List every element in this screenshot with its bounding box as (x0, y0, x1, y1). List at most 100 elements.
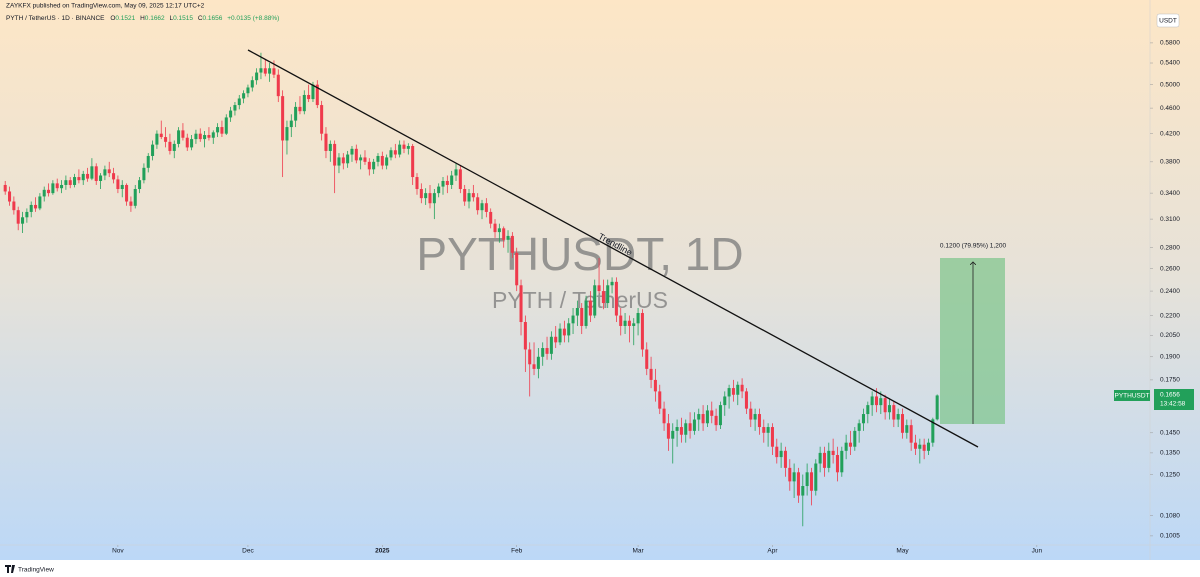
candle-body (146, 155, 150, 168)
candle-body (112, 173, 116, 180)
candle-body (614, 281, 618, 316)
y-tick-label: 0.3100 (1160, 216, 1180, 223)
candle-body (12, 201, 16, 211)
y-tick-label: 0.5800 (1160, 40, 1180, 47)
x-tick-label: Jun (1032, 548, 1043, 555)
candle-body (424, 193, 428, 199)
candle-body (324, 133, 328, 151)
candle-body (640, 313, 644, 350)
candle-body (476, 197, 480, 211)
candle-body (29, 204, 33, 212)
candle-body (77, 177, 81, 181)
candle-body (237, 98, 241, 106)
candle-body (3, 184, 7, 192)
candle-body (814, 463, 818, 491)
measure-label: 0.1200 (79.95%) 1,200 (940, 243, 1007, 250)
candle-body (705, 410, 709, 424)
candle-body (671, 430, 675, 439)
candle-body (679, 427, 683, 435)
candle-body (753, 414, 757, 420)
candle-body (493, 223, 497, 233)
candle-body (801, 486, 805, 496)
ohlc-value: 0.1515 (173, 15, 193, 22)
price-label-symbol-box (1114, 390, 1150, 401)
y-tick-label: 0.5000 (1160, 81, 1180, 88)
candle-body (255, 72, 259, 81)
candle-body (840, 450, 844, 473)
candle-body (315, 84, 319, 106)
candle-body (619, 315, 623, 326)
publisher: ZAYKFX published on TradingView.com, May… (6, 3, 205, 10)
symbol-line: PYTH / TetherUS · 1D · BINANCE (6, 15, 105, 22)
candle-body (913, 442, 918, 449)
candles (3, 52, 939, 527)
candle-body (558, 328, 562, 343)
x-tick-label: Nov (112, 548, 124, 555)
candle-body (731, 388, 735, 395)
y-tick-label: 0.3800 (1160, 159, 1180, 166)
candle-body (775, 446, 779, 458)
trendline (247, 49, 979, 448)
candle-body (116, 179, 120, 190)
candle-body (749, 408, 753, 420)
measure-box (940, 258, 1005, 424)
candle-body (34, 204, 38, 209)
candle-body (900, 414, 905, 433)
candle-body (610, 281, 614, 286)
candle-body (822, 452, 826, 468)
candle-body (870, 396, 874, 406)
candle-body (861, 414, 865, 424)
candle-body (562, 328, 566, 336)
ohlc-value: 0.1656 (203, 15, 223, 22)
price-label-box (1154, 389, 1194, 410)
candle-body (519, 285, 523, 323)
y-tick-label: 0.3400 (1160, 190, 1180, 197)
candle-body (419, 189, 423, 199)
candle-body (198, 133, 202, 140)
candle-body (727, 388, 731, 397)
candle-body (177, 130, 181, 144)
currency-box[interactable] (1156, 13, 1180, 28)
candle-body (185, 137, 189, 148)
candle-body (779, 450, 783, 458)
ohlc-change: +0.0135 (+8.88%) (227, 15, 279, 22)
candle-body (81, 173, 85, 181)
candle-body (363, 157, 367, 162)
candle-body (125, 184, 129, 202)
candle-body (393, 150, 397, 155)
currency[interactable]: USDT (1159, 18, 1177, 25)
candle-body (224, 117, 228, 134)
candle-body (714, 415, 718, 426)
candle-body (497, 228, 501, 233)
candle-body (250, 80, 254, 88)
candle-body (64, 180, 68, 185)
candle-body (883, 398, 887, 413)
y-tick-label: 0.2050 (1160, 332, 1180, 339)
candle-body (692, 419, 696, 431)
candle-body (458, 169, 462, 190)
candle-body (354, 148, 358, 161)
y-tick-label: 0.2400 (1160, 288, 1180, 295)
candle-body (818, 452, 822, 464)
candle-body (441, 180, 445, 187)
candle-body (905, 425, 909, 433)
candle-body (896, 414, 900, 420)
candle-body (718, 405, 722, 426)
candle-body (311, 84, 315, 100)
watermark-symbol: PYTHUSDT, 1D (416, 228, 743, 280)
y-tick-label: 0.1005 (1160, 533, 1180, 540)
candle-body (502, 228, 506, 240)
candle-body (107, 169, 111, 174)
candle-body (129, 201, 133, 206)
candle-body (21, 217, 25, 224)
candle-body (866, 405, 870, 415)
candle-body (220, 127, 224, 134)
candle-body (848, 442, 852, 447)
candle-body (47, 189, 51, 194)
candle-body (8, 191, 12, 202)
candle-body (723, 396, 727, 406)
y-tick-label: 0.5400 (1160, 60, 1180, 67)
candle-body (770, 427, 774, 447)
candle-body (597, 285, 601, 292)
